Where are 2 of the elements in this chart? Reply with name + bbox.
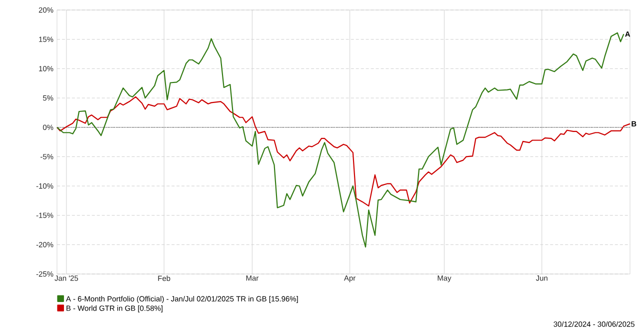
line-series [56, 32, 624, 248]
line-series [56, 96, 631, 206]
